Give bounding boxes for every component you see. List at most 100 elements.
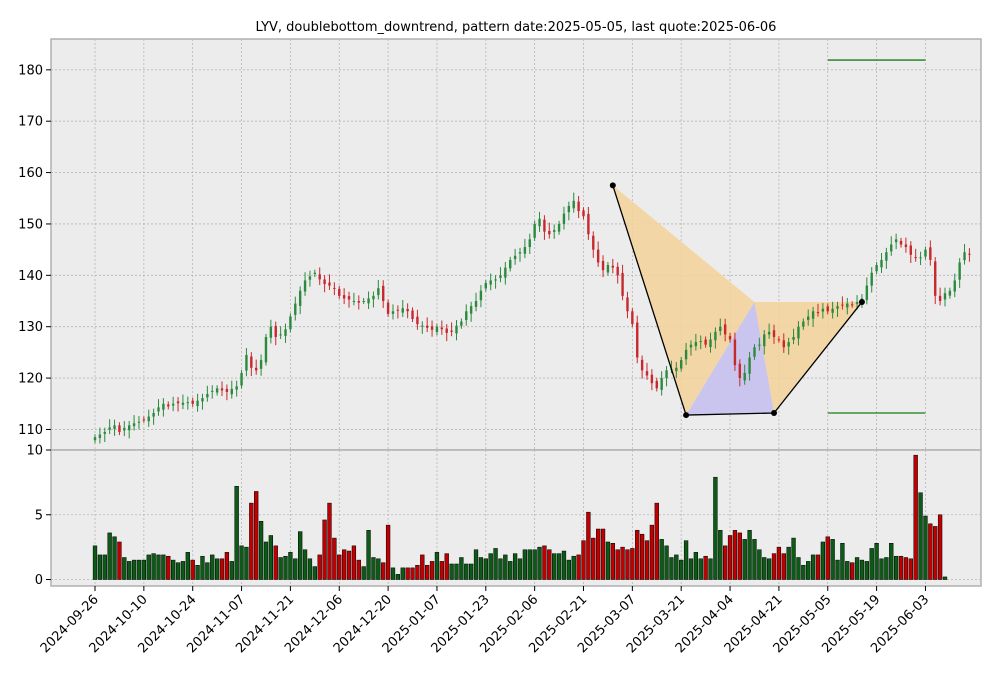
candle-body <box>743 372 746 381</box>
volume-bar <box>732 530 738 580</box>
candle-body <box>557 223 561 232</box>
candle-body <box>601 260 605 271</box>
volume-bar <box>766 558 772 580</box>
candle-body <box>714 331 717 341</box>
volume-bar <box>214 558 220 580</box>
volume-bar <box>312 566 317 580</box>
candle-body <box>841 304 844 306</box>
volume-bar <box>307 558 313 580</box>
volume-bar <box>131 559 137 580</box>
candle-body <box>269 326 273 338</box>
candle-body <box>191 400 194 404</box>
candle-body <box>93 437 97 441</box>
candle-body <box>489 280 492 285</box>
volume-bar <box>332 537 337 580</box>
pattern-overlay <box>612 185 862 416</box>
volume-bar <box>776 546 782 580</box>
volume-bar <box>127 561 132 580</box>
candle-body <box>225 388 229 392</box>
candle-body <box>235 386 238 390</box>
volume-bar <box>439 561 444 580</box>
volume-bar <box>840 543 845 580</box>
candle-body <box>758 344 761 346</box>
volume-bar <box>933 526 938 580</box>
candle-body <box>347 296 351 300</box>
candle-body <box>245 354 248 371</box>
volume-bar <box>273 545 278 580</box>
price-panel <box>50 38 982 451</box>
candle-body <box>865 285 869 300</box>
candle-body <box>699 341 702 343</box>
candle-body <box>626 297 629 312</box>
volume-bar <box>390 567 396 580</box>
candle-body <box>587 213 590 235</box>
price-tick-label: 150 <box>18 217 43 232</box>
volume-bar <box>703 555 708 580</box>
candle-body <box>352 301 356 303</box>
volume-bar <box>762 557 767 580</box>
volume-tick-label: 0 <box>35 573 43 588</box>
volume-bar <box>366 530 371 580</box>
candle-body <box>460 321 463 326</box>
candle-body <box>533 223 536 238</box>
candle-body <box>279 334 282 336</box>
candle-body <box>294 303 297 315</box>
price-tick-label: 180 <box>18 63 43 78</box>
volume-bar <box>376 558 381 580</box>
volume-bar <box>385 524 391 580</box>
candle-body <box>689 344 693 348</box>
volume-bar <box>219 558 225 580</box>
candle-body <box>342 295 346 299</box>
candle-body <box>523 247 527 254</box>
volume-tick-label: 5 <box>35 508 43 523</box>
volume-bar <box>845 561 850 580</box>
volume-bar <box>835 559 840 580</box>
pattern-point <box>858 299 865 306</box>
price-tick-label: 110 <box>18 423 43 438</box>
candle-body <box>767 331 771 335</box>
candle-body <box>401 308 404 313</box>
volume-bar <box>654 502 659 580</box>
volume-bar <box>371 557 376 580</box>
volume-bar <box>234 486 239 580</box>
candle-body <box>513 255 517 260</box>
candle-body <box>738 363 742 379</box>
candle-body <box>113 425 116 429</box>
candle-body <box>499 275 502 278</box>
candle-body <box>934 261 937 296</box>
volume-bar <box>468 563 474 580</box>
candle-body <box>445 328 448 333</box>
volume-bar <box>454 563 459 580</box>
candle-body <box>826 306 829 312</box>
candle-body <box>924 249 927 257</box>
volume-bar <box>337 554 342 580</box>
volume-bar <box>239 545 244 580</box>
candle-body <box>914 257 917 259</box>
candle-body <box>792 336 795 340</box>
volume-bar <box>796 557 801 580</box>
price-tick-label: 130 <box>18 320 43 335</box>
candle-body <box>567 205 571 213</box>
volume-bar <box>185 552 190 580</box>
candle-body <box>308 276 312 280</box>
volume-bar <box>850 562 855 580</box>
volume-bar <box>317 554 322 580</box>
candle-body <box>201 398 204 402</box>
candle-body <box>357 301 360 303</box>
candle-body <box>220 388 224 391</box>
volume-bar <box>434 552 440 580</box>
candle-body <box>132 423 136 427</box>
candle-body <box>250 356 253 368</box>
volume-bar <box>552 553 557 580</box>
candle-body <box>645 371 649 376</box>
candle-body <box>528 239 531 248</box>
candle-body <box>875 265 878 272</box>
candle-body <box>938 295 942 302</box>
volume-bar <box>263 541 269 580</box>
candle-body <box>807 316 810 321</box>
candle-body <box>142 419 146 421</box>
candle-body <box>943 293 947 300</box>
candle-body <box>127 425 131 431</box>
candle-body <box>494 279 497 281</box>
candle-body <box>186 402 190 404</box>
